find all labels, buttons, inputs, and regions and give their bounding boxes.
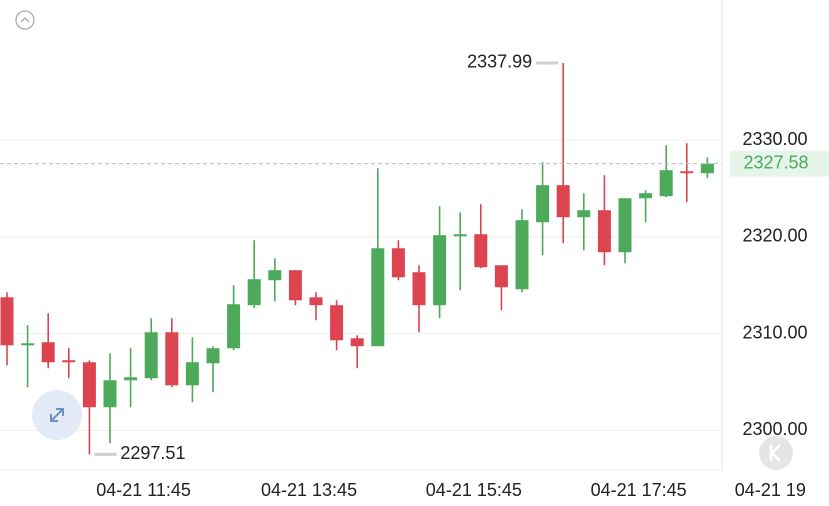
- candle-body: [618, 198, 632, 253]
- candle-body: [597, 210, 611, 253]
- min-label: 2297.51: [120, 443, 185, 463]
- candle-body: [391, 248, 405, 278]
- candle-body: [62, 360, 76, 363]
- candle-body: [82, 362, 96, 408]
- candle-body: [288, 270, 302, 301]
- candle-body: [639, 193, 653, 199]
- max-label: 2337.99: [467, 52, 532, 72]
- x-tick-label: 04-21 15:45: [426, 480, 522, 500]
- y-tick-label: 2320.00: [742, 226, 807, 246]
- x-tick-label: 04-21 17:45: [591, 480, 687, 500]
- collapse-button[interactable]: [15, 10, 35, 30]
- candle-body: [494, 265, 508, 288]
- candle-body: [227, 304, 241, 349]
- candle-body: [206, 348, 220, 364]
- x-tick-label: 04-21 11:45: [96, 480, 191, 500]
- candle-body: [165, 332, 179, 386]
- candle-body: [433, 235, 447, 306]
- y-tick-label: 2330.00: [742, 129, 807, 149]
- y-tick-label: 2310.00: [742, 322, 807, 342]
- candle-body: [556, 185, 570, 218]
- candle-body: [21, 343, 35, 346]
- x-tick-label: 04-21 19: [735, 480, 806, 500]
- candle-body: [268, 270, 282, 281]
- current-price-label: 2327.58: [743, 152, 808, 172]
- candle-body: [659, 170, 673, 197]
- candle-body: [536, 185, 550, 223]
- candle-body: [144, 332, 158, 379]
- candle-body: [185, 362, 199, 386]
- y-tick-label: 2300.00: [742, 419, 807, 439]
- candle-body: [680, 171, 694, 174]
- x-tick-label: 04-21 13:45: [261, 480, 357, 500]
- current-price-box: [730, 150, 829, 177]
- candle-body: [350, 338, 364, 347]
- expand-button[interactable]: [32, 390, 82, 440]
- kline-button[interactable]: [759, 436, 793, 470]
- candle-body: [371, 248, 385, 347]
- candle-body: [103, 380, 117, 408]
- candle-body: [124, 377, 138, 381]
- candle-body: [0, 297, 14, 346]
- candle-body: [330, 305, 344, 341]
- candle-body: [453, 234, 467, 237]
- candle-body: [247, 279, 261, 306]
- candle-body: [577, 210, 591, 218]
- candle-body: [41, 342, 55, 363]
- candle-body: [309, 297, 323, 306]
- candle-body: [700, 163, 714, 174]
- candle-body: [412, 272, 426, 306]
- candle-body: [474, 234, 488, 268]
- candle-body: [515, 220, 529, 290]
